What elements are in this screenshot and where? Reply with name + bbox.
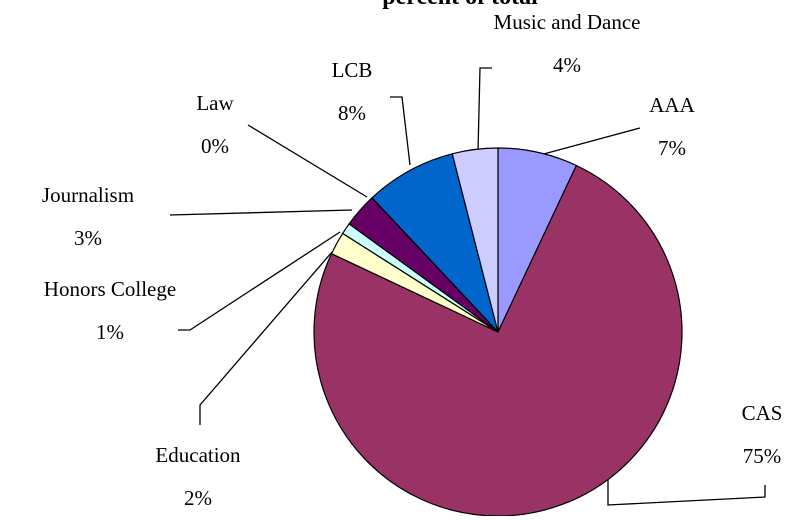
slice-label: CAS 75% — [712, 392, 799, 478]
slice-label: Journalism 3% — [3, 174, 173, 260]
leader-line — [178, 231, 341, 331]
value-label: 8% — [338, 101, 366, 125]
value-label: 0% — [201, 134, 229, 158]
chart-title: percent of total — [330, 0, 590, 11]
leader-line — [199, 251, 333, 425]
category-name: Honors College — [43, 277, 177, 301]
slice-label: Honors College 1% — [40, 268, 180, 354]
category-name: Music and Dance — [493, 10, 641, 34]
value-label: 2% — [184, 486, 212, 510]
slice-label: Law 0% — [175, 82, 255, 168]
value-label: 75% — [742, 444, 782, 468]
leader-line — [169, 209, 353, 216]
pie-slice — [371, 153, 499, 333]
slice-label: Education 2% — [113, 434, 283, 520]
value-label: 1% — [96, 320, 124, 344]
pie-slice — [451, 147, 499, 333]
category-name: Law — [196, 91, 234, 115]
category-name: LCB — [331, 58, 373, 82]
leader-lines — [169, 67, 766, 506]
leader-line — [390, 96, 411, 166]
leader-line — [477, 67, 492, 153]
value-label: 4% — [553, 53, 581, 77]
slice-label: Music and Dance 4% — [487, 1, 647, 87]
category-name: CAS — [741, 401, 783, 425]
category-name: Journalism — [41, 183, 135, 207]
leader-line — [539, 127, 641, 156]
category-name: AAA — [649, 93, 695, 117]
leader-line — [607, 480, 766, 506]
value-label: 3% — [74, 226, 102, 250]
value-label: 7% — [658, 136, 686, 160]
category-name: Education — [155, 443, 241, 467]
slice-label: AAA 7% — [622, 84, 722, 170]
pie-slice — [313, 164, 683, 516]
slice-label: LCB 8% — [312, 49, 392, 135]
leader-line — [247, 124, 368, 198]
